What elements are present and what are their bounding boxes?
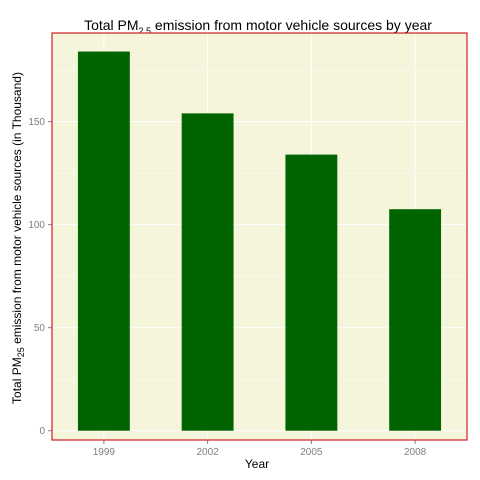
x-tick-label: 2008 <box>404 447 427 458</box>
y-tick-label: 100 <box>28 220 45 231</box>
chart-title-rest: emission from motor vehicle sources by y… <box>151 17 432 33</box>
y-axis-ticks: 0 50 100 150 <box>28 117 52 437</box>
y-axis-title-subscript: 25 <box>16 347 26 357</box>
x-tick-label: 2005 <box>300 447 323 458</box>
y-axis-title-main: Total PM <box>10 357 24 404</box>
bar-1999 <box>77 51 130 431</box>
bars <box>77 51 442 431</box>
y-tick-label: 150 <box>28 117 45 128</box>
bar-2005 <box>285 154 338 431</box>
chart-title-subscript: 2.5 <box>139 26 152 36</box>
y-tick-label: 0 <box>39 426 45 437</box>
plot-panel-border <box>51 32 468 441</box>
bar-2002 <box>181 113 234 431</box>
x-axis-ticks: 1999 2002 2005 2008 <box>93 440 427 458</box>
y-axis-title-rest: emission from motor vehicle sources (in … <box>10 72 24 347</box>
x-tick-label: 1999 <box>93 447 116 458</box>
x-tick-label: 2002 <box>197 447 220 458</box>
y-axis-title: Total PM25 emission from motor vehicle s… <box>10 72 26 404</box>
chart-title: Total PM2.5 emission from motor vehicle … <box>84 17 432 36</box>
y-tick-label: 50 <box>34 323 46 334</box>
bar-2008 <box>389 209 442 431</box>
chart-title-main: Total PM <box>84 17 138 33</box>
x-axis-title: Year <box>245 457 269 471</box>
